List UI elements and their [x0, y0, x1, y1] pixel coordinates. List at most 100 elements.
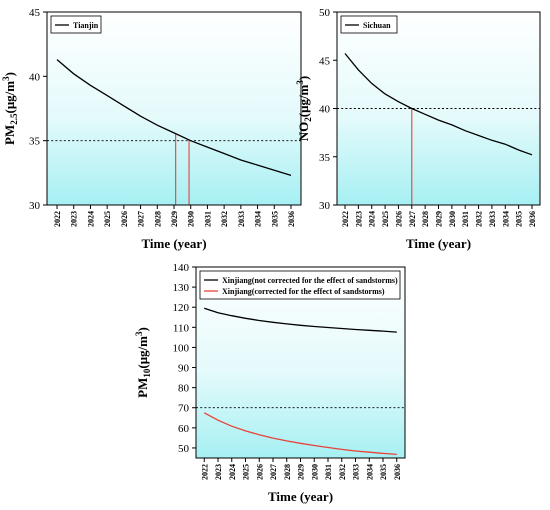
y-label-part: (μg/m	[296, 84, 311, 117]
y-label-part: (μg/m	[135, 336, 150, 369]
y-tick-label: 30	[319, 200, 331, 212]
y-label-part: 2	[303, 117, 313, 122]
x-tick-label: 2022	[53, 211, 62, 227]
x-tick-label: 2023	[70, 211, 79, 227]
x-tick-label: 2024	[228, 464, 237, 480]
x-tick-label: 2031	[324, 464, 333, 480]
y-tick-label: 130	[173, 282, 190, 294]
x-tick-label: 2028	[421, 211, 430, 227]
x-tick-label: 2023	[354, 211, 363, 227]
x-tick-label: 2030	[187, 211, 196, 227]
legend-box	[50, 15, 102, 34]
x-tick-label: 2036	[393, 464, 402, 480]
y-label-part: 3	[1, 76, 11, 81]
x-tick-label: 2036	[528, 211, 537, 227]
y-tick-label: 35	[29, 136, 41, 148]
y-axis-label: NO2(μg/m3)	[295, 76, 313, 141]
x-tick-label: 2024	[86, 211, 95, 227]
x-tick-label: 2033	[352, 464, 361, 480]
x-tick-label: 2032	[475, 211, 484, 227]
x-tick-label: 2026	[394, 211, 403, 227]
y-label-part: 3	[295, 80, 305, 85]
y-label-part: )	[135, 327, 150, 331]
x-axis-label: Time (year)	[268, 489, 333, 504]
x-tick-label: 2028	[283, 464, 292, 480]
series-line-1	[203, 412, 397, 456]
x-tick-label: 2032	[338, 464, 347, 480]
x-tick-label: 2035	[515, 211, 524, 227]
x-tick-label: 2034	[254, 211, 263, 227]
x-tick-label: 2030	[310, 464, 319, 480]
y-axis-label: PM10(μg/m3)	[134, 327, 152, 398]
legend: Tianjin	[50, 15, 102, 34]
x-tick-label: 2029	[297, 464, 306, 480]
x-axis-label: Time (year)	[141, 236, 206, 251]
y-tick-label: 140	[173, 262, 190, 274]
x-tick-label: 2022	[200, 464, 209, 480]
y-tick-label: 120	[173, 302, 190, 314]
y-label-part: )	[296, 76, 311, 80]
series-line-0	[344, 53, 533, 156]
legend: Xinjiang(not corrected for the effect of…	[199, 270, 401, 300]
legend-label: Xinjiang(corrected for the effect of san…	[222, 287, 385, 296]
x-tick-label: 2026	[120, 211, 129, 227]
x-tick-label: 2024	[368, 211, 377, 227]
x-tick-label: 2031	[461, 211, 470, 227]
y-tick-label: 70	[178, 403, 190, 415]
y-label-part: 3	[134, 331, 144, 336]
y-tick-label: 100	[173, 342, 190, 354]
x-tick-label: 2025	[381, 211, 390, 227]
x-tick-label: 2035	[379, 464, 388, 480]
plot-background	[47, 12, 301, 205]
x-tick-label: 2034	[365, 464, 374, 480]
legend-label: Xinjiang(not corrected for the effect of…	[222, 276, 398, 285]
y-tick-label: 45	[29, 7, 41, 19]
y-tick-label: 60	[178, 423, 190, 435]
y-tick-label: 35	[319, 152, 331, 164]
x-tick-label: 2030	[448, 211, 457, 227]
y-tick-label: 50	[319, 7, 331, 19]
y-tick-label: 45	[319, 55, 331, 67]
y-tick-label: 50	[178, 443, 190, 455]
x-tick-label: 2028	[153, 211, 162, 227]
x-axis-label: Time (year)	[406, 236, 471, 251]
x-tick-label: 2023	[214, 464, 223, 480]
x-tick-label: 2025	[103, 211, 112, 227]
y-tick-label: 40	[29, 71, 41, 83]
chart-panel-bottom-center: 50 60 70 80 90 100 110 120 130 140 2022 2023 2024 202…	[134, 262, 406, 504]
x-tick-label: 2025	[242, 464, 251, 480]
x-tick-label: 2029	[435, 211, 444, 227]
y-label-part: NO	[296, 122, 311, 142]
x-tick-label: 2027	[137, 211, 146, 227]
y-label-part: 10	[142, 368, 152, 378]
y-label-part: PM	[135, 378, 150, 398]
legend-label: Tianjin	[73, 21, 99, 30]
x-tick-label: 2022	[341, 211, 350, 227]
x-tick-label: 2027	[269, 464, 278, 480]
legend-box	[340, 15, 398, 34]
y-tick-label: 40	[319, 104, 331, 116]
x-tick-label: 2033	[237, 211, 246, 227]
x-tick-label: 2029	[170, 211, 179, 227]
y-tick-label: 80	[178, 383, 190, 395]
x-tick-label: 2026	[255, 464, 264, 480]
y-tick-label: 90	[178, 363, 190, 375]
chart-panel-top-left: 30 35 40 45 2022 2023 2024 2025 2026 2027 2028 2029…	[1, 7, 302, 251]
x-tick-label: 2034	[501, 211, 510, 227]
y-label-part: 2.5	[9, 113, 19, 125]
y-label-part: (μg/m	[2, 81, 17, 114]
legend-box	[199, 270, 401, 300]
x-tick-label: 2032	[220, 211, 229, 227]
x-tick-label: 2033	[488, 211, 497, 227]
y-tick-label: 110	[173, 322, 190, 334]
y-tick-label: 30	[29, 200, 41, 212]
x-tick-label: 2036	[287, 211, 296, 227]
legend-label: Sichuan	[363, 21, 391, 30]
y-label-part: PM	[2, 125, 17, 145]
y-axis-label: PM2.5(μg/m3)	[1, 72, 19, 145]
chart-panel-top-right: 30 35 40 45 50 2022 2023 2024 2025 2026 2027 2028 20…	[295, 7, 541, 251]
x-tick-label: 2035	[270, 211, 279, 227]
series-line-0	[203, 307, 397, 333]
y-label-part: )	[2, 72, 17, 76]
